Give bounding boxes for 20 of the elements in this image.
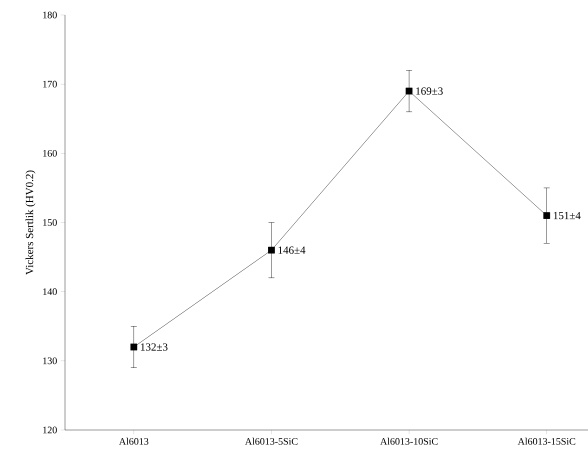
x-tick-label: Al6013-15SiC (518, 438, 576, 445)
y-tick-label: 170 (43, 80, 57, 88)
point (543, 212, 550, 219)
y-tick-label: 150 (43, 219, 57, 226)
data-label: 146±4 (278, 246, 306, 254)
y-tick-label: 180 (43, 12, 57, 18)
data-label: 169±3 (416, 87, 443, 95)
x-tick-label: Al6013-5SiC (244, 438, 298, 445)
y-tick-label: 130 (43, 357, 57, 364)
y-tick-label: 120 (43, 426, 57, 434)
y-tick-label: 160 (43, 150, 57, 157)
point (130, 344, 138, 350)
point (268, 246, 275, 254)
x-tick-label: Al6013-10SiC (380, 438, 438, 445)
x-tick-label: Al6013 (118, 438, 148, 445)
y-axis-title: Vickers Sertlik (HV0.2) (26, 170, 36, 275)
data-label: 151±4 (554, 212, 581, 220)
y-tick-label: 140 (43, 288, 57, 296)
data-label: 132±3 (140, 343, 168, 351)
point (406, 88, 412, 94)
